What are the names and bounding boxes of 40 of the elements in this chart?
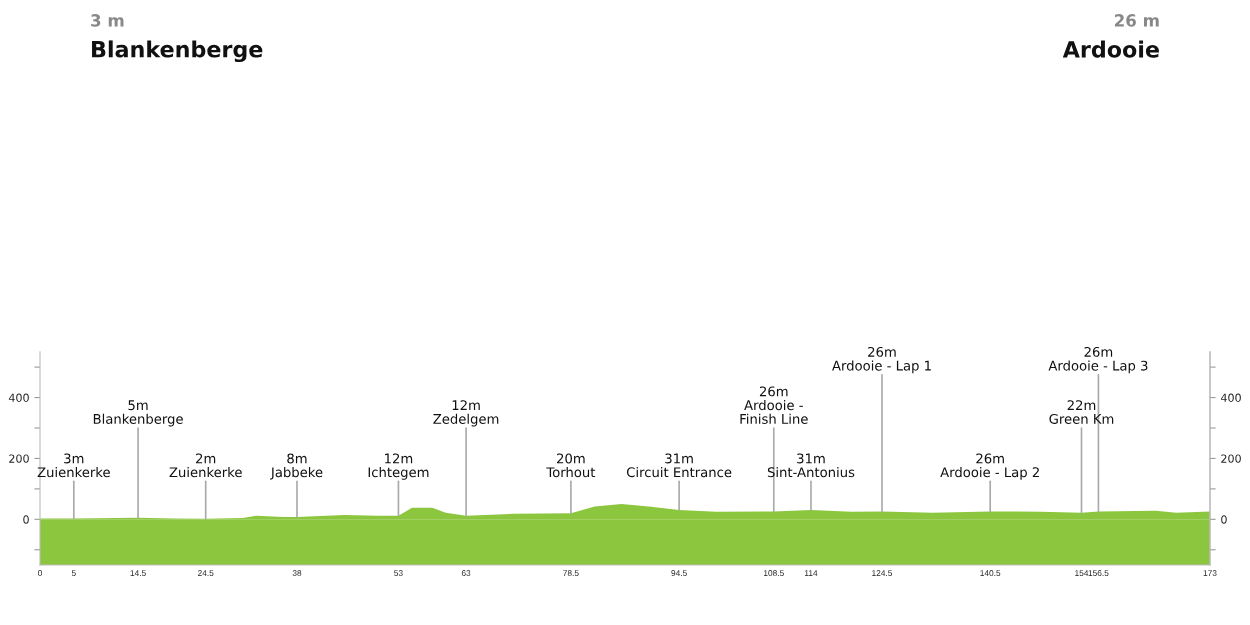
y2-tick-label: 400 [1220,393,1241,402]
x-tick-label: 156.5 [1088,570,1109,576]
y2-tick-label: 200 [1221,454,1241,463]
x-tick-label: 63 [461,570,471,576]
x-tick-label: 53 [394,570,403,576]
annotation: 26m Ardooie - Lap 3 [1048,346,1148,374]
x-tick-label: 0 [38,570,42,576]
text: 26 m [1114,14,1159,27]
x-tick-label: 78.5 [563,570,579,576]
x-tick-label: 108.5 [764,570,784,576]
annotation: 20m Torhout [546,453,596,478]
x-tick-label: 94.5 [671,570,687,576]
annotation: 5m Blankenberge [93,400,183,427]
x-tick-label: 173 [1203,570,1217,576]
annotation: 3m Zuienkerke [37,453,110,478]
annotation: 31m Circuit Entrance [626,453,732,478]
text: Ardooie [1062,40,1159,58]
y-tick-label: 0 [23,515,29,524]
annotation: 31m Sint-Antonius [767,453,855,478]
annotation: 12m Zedelgem [433,400,499,427]
chart-title: Blankenberge [92,40,263,63]
annotation: 22m Green Km [1049,400,1114,424]
annotation: 26m Ardooie - Lap 1 [832,346,931,374]
x-tick-label: 154 [1075,570,1089,576]
annotation: 26m Ardooie - Lap 2 [940,453,1039,480]
x-tick-label: 38 [292,570,302,576]
annotation: 8m Jabbeke [270,453,323,480]
annotation: 2m Zuienkerke [169,453,242,478]
x-tick-label: 24.5 [198,570,214,576]
x-tick-label: 140.5 [980,570,1001,576]
y-tick-label: 400 [8,393,29,402]
x-tick-label: 14.5 [130,570,146,576]
x-tick-label: 5 [71,570,76,576]
x-tick-label: 124.5 [872,570,893,576]
annotation: 26m Ardooie - Finish Line [740,386,808,424]
annotation: 12m Ichtegem [368,453,429,480]
chart-subtitle: 3 m [91,14,124,27]
y2-tick-label: 0 [1221,515,1227,524]
y-tick-label: 200 [9,454,29,463]
x-tick-label: 114 [804,570,818,576]
